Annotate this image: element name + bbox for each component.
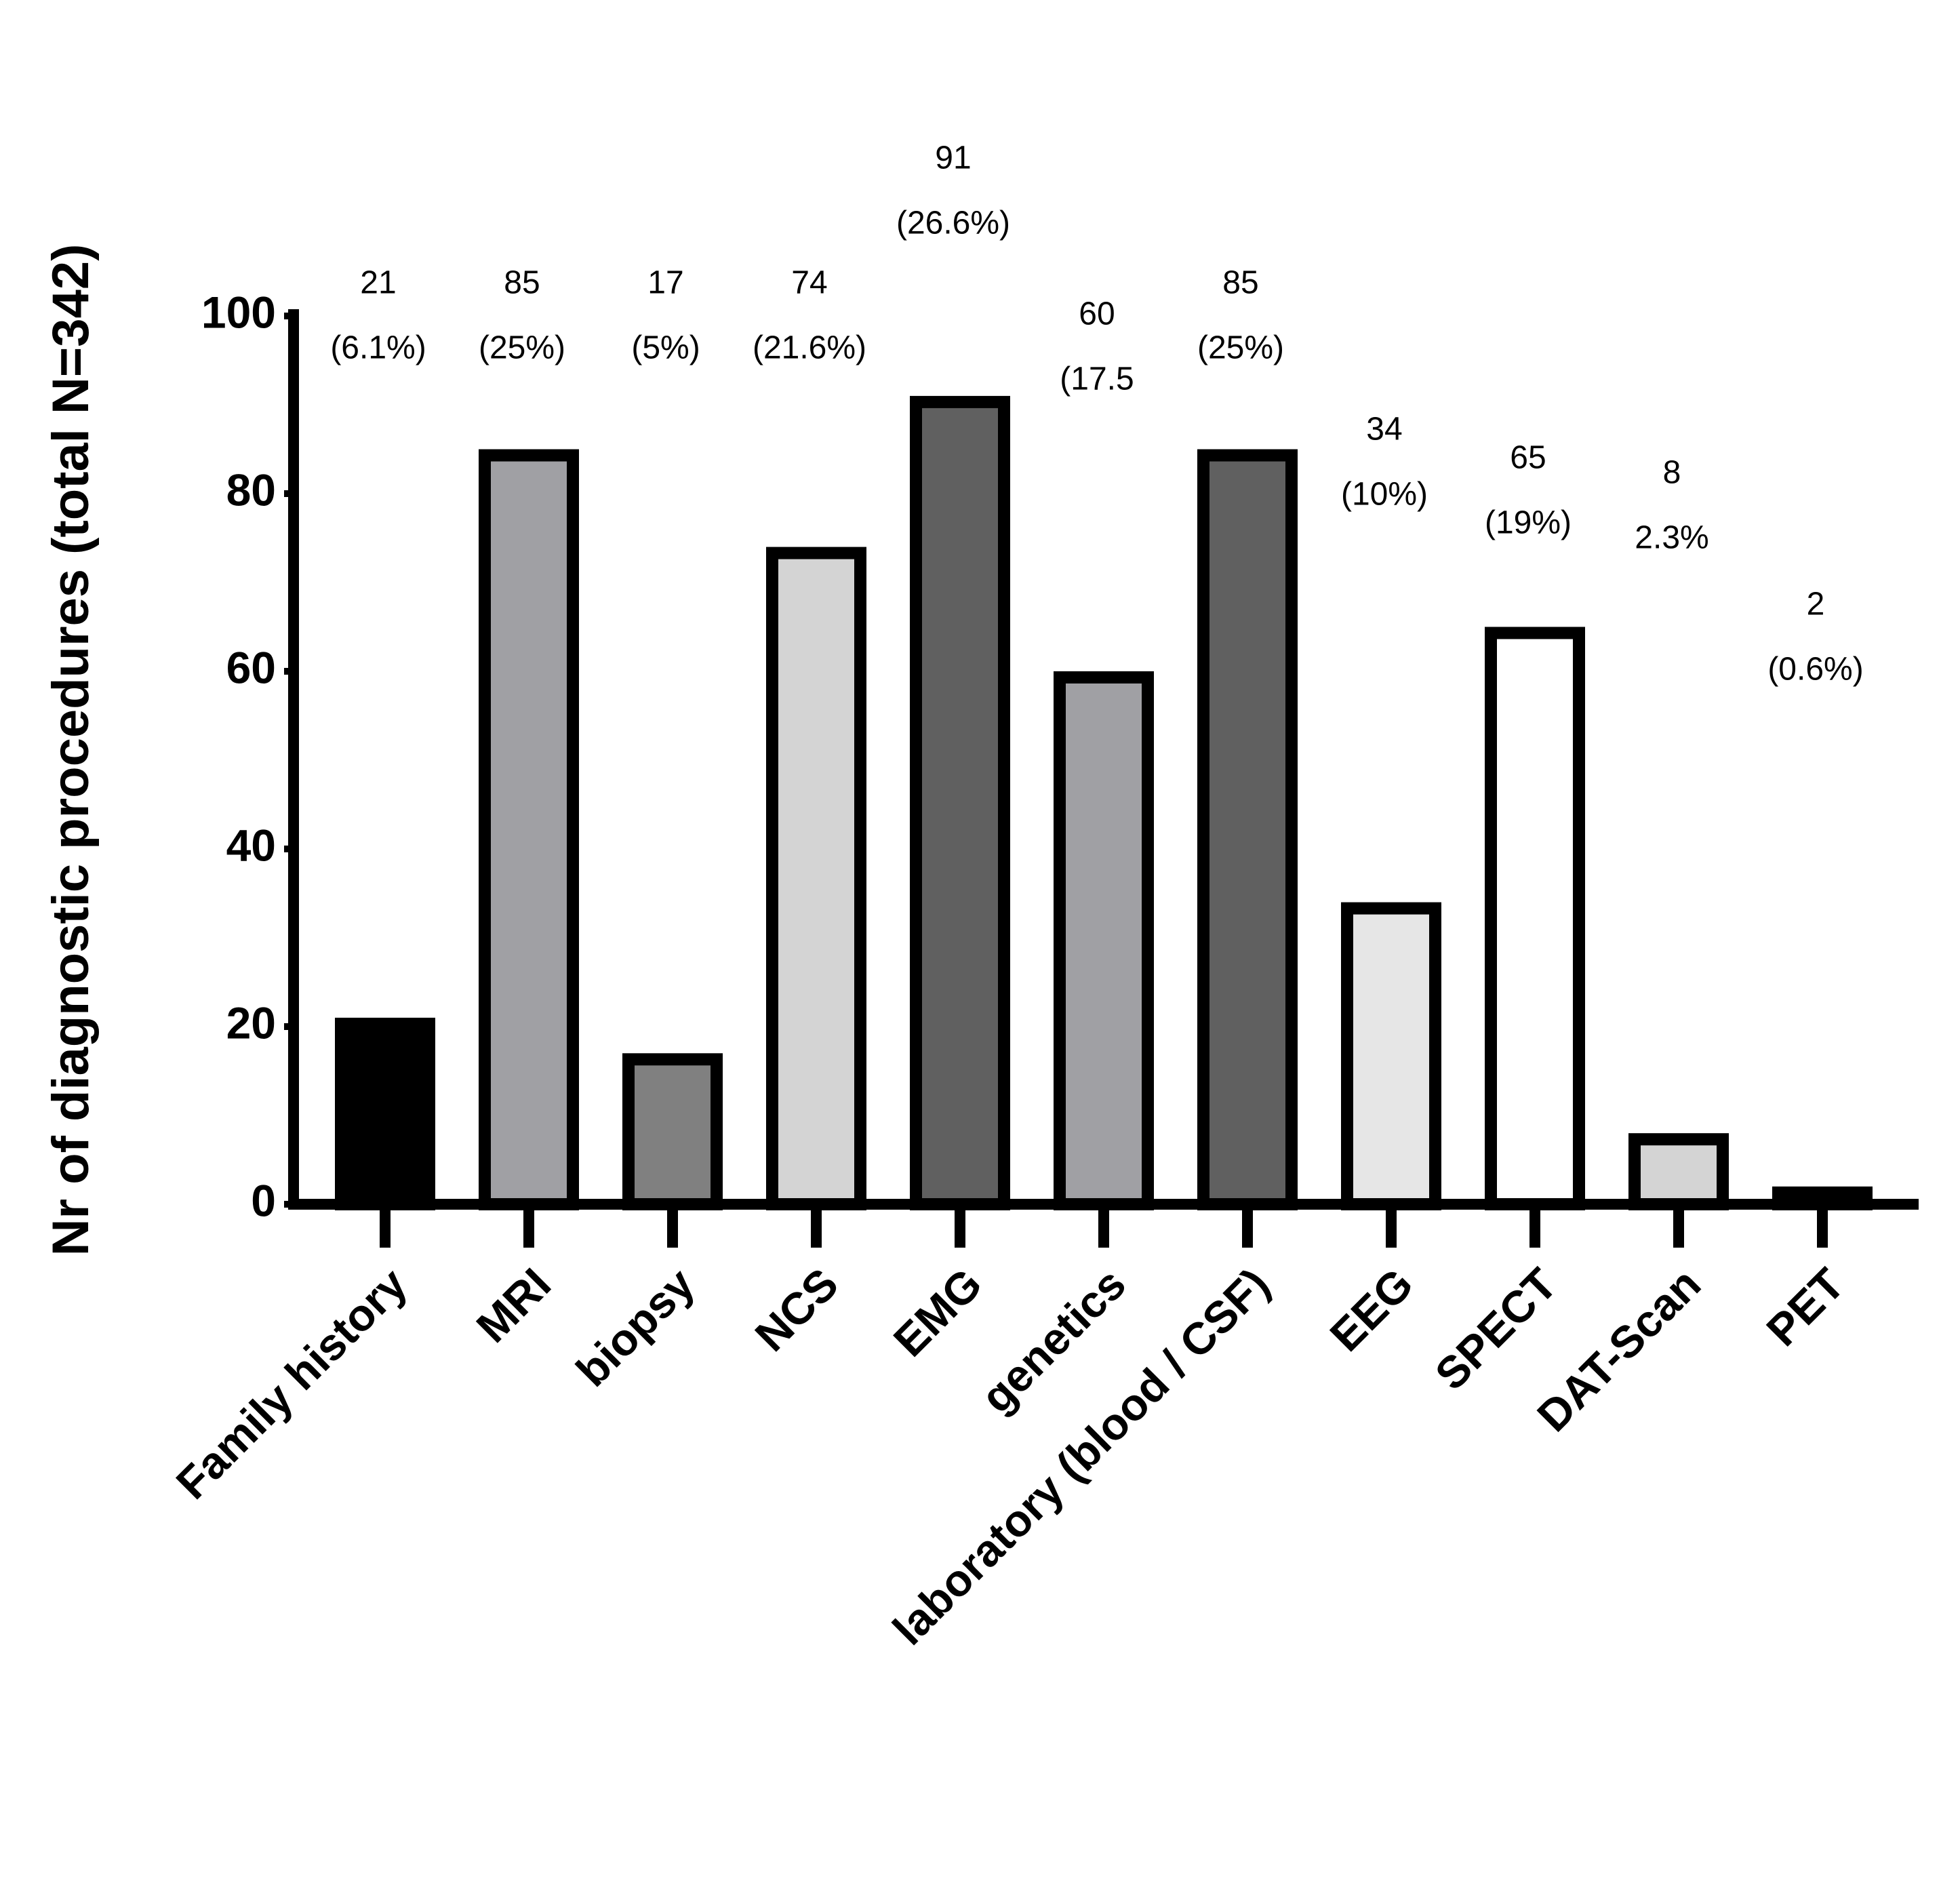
value-label: (10%): [1341, 477, 1428, 513]
value-label: 34: [1366, 412, 1402, 448]
bar: [1054, 671, 1154, 1210]
value-label: (5%): [631, 330, 700, 366]
bar: [1197, 449, 1298, 1210]
x-tick-label: MRI: [466, 1258, 560, 1352]
x-tick-label: Family history: [166, 1258, 416, 1509]
bar: [1341, 902, 1441, 1210]
bar: [1628, 1133, 1729, 1210]
bar: [622, 1053, 723, 1211]
value-label: (17.5: [1060, 361, 1134, 397]
value-label: (26.6%): [896, 205, 1010, 241]
value-label: 17: [647, 265, 683, 301]
x-tick-label: PET: [1757, 1258, 1854, 1355]
bar: [479, 449, 579, 1210]
bar: [1485, 627, 1585, 1210]
y-axis-title: Nr of diagnostic procedures (total N=342…: [42, 244, 100, 1256]
value-label: 91: [935, 140, 971, 176]
x-tick-label: biopsy: [566, 1258, 704, 1396]
value-label: 21: [360, 265, 396, 301]
value-label: (25%): [479, 330, 565, 366]
value-label: (19%): [1485, 505, 1572, 541]
y-tick-label: 60: [226, 642, 276, 692]
x-tick-label: NCS: [745, 1258, 847, 1361]
value-label: 2: [1807, 587, 1825, 622]
value-label: 2.3%: [1635, 520, 1708, 556]
y-tick-label: 40: [226, 820, 276, 870]
value-label: 60: [1079, 296, 1115, 332]
bar: [910, 395, 1010, 1210]
bar: [766, 547, 866, 1210]
value-label: 74: [791, 265, 827, 301]
value-label: (25%): [1197, 330, 1284, 366]
y-tick-label: 80: [226, 464, 276, 515]
y-tick-label: 20: [226, 997, 276, 1048]
y-tick-label: 100: [201, 287, 276, 337]
x-tick-label: EEG: [1320, 1258, 1422, 1361]
value-label: 85: [504, 265, 540, 301]
value-label: 8: [1663, 455, 1681, 491]
value-label: 65: [1510, 440, 1546, 476]
x-tick-label: EMG: [884, 1258, 992, 1366]
value-label: (21.6%): [753, 330, 866, 366]
value-label: (0.6%): [1767, 652, 1863, 688]
value-label: 85: [1222, 265, 1258, 301]
value-label: (6.1%): [330, 330, 426, 366]
y-tick-label: 0: [251, 1175, 276, 1225]
bar: [335, 1017, 435, 1211]
x-tick-label: SPECT: [1425, 1258, 1566, 1400]
